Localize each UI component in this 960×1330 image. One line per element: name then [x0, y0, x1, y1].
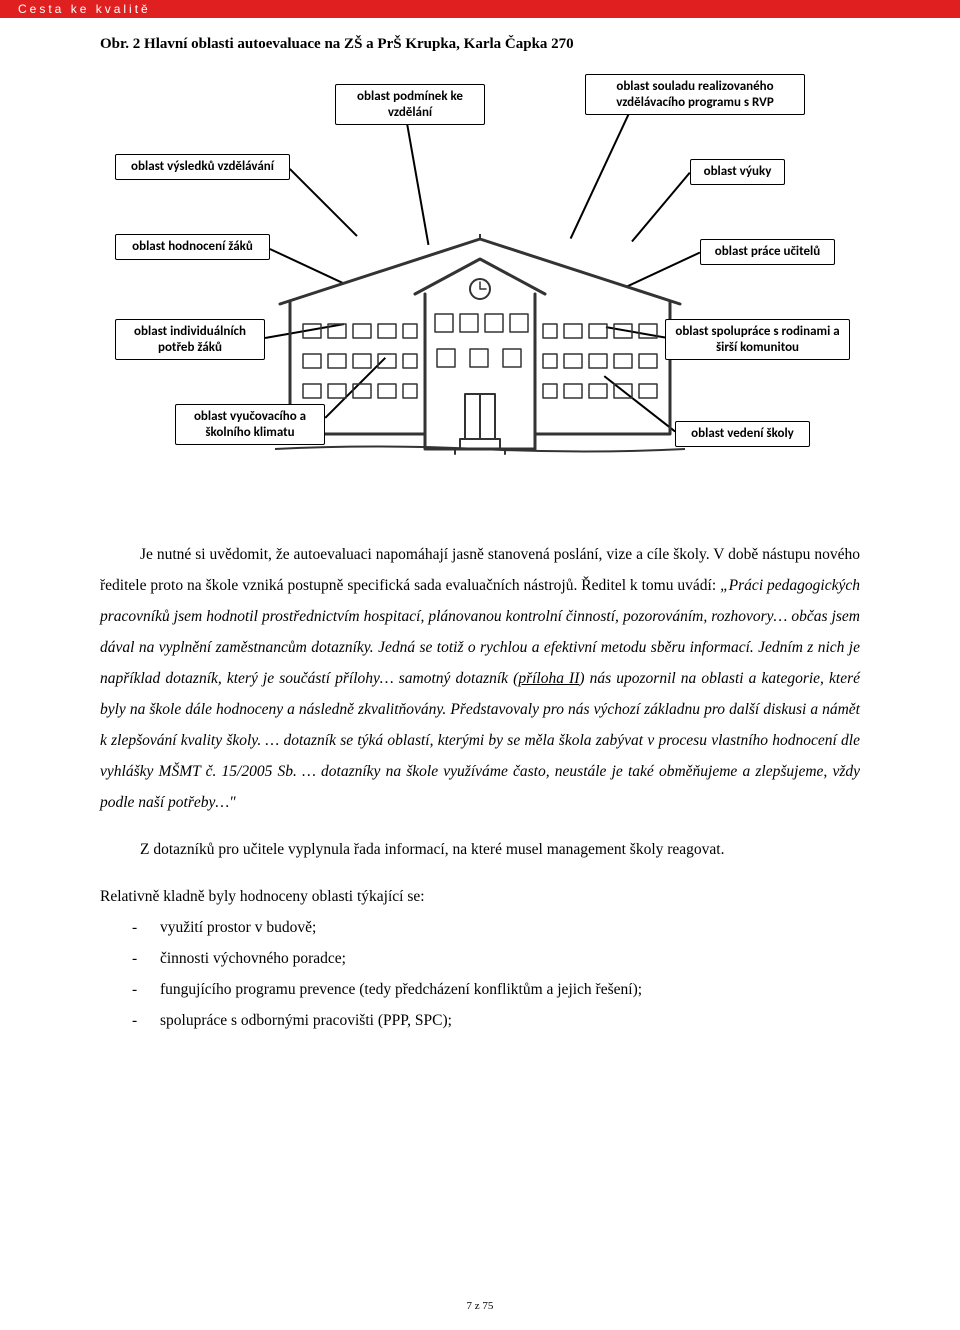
connector-line	[289, 168, 357, 236]
diagram-box: oblast podmínek ke vzdělání	[335, 84, 485, 125]
diagram: oblast podmínek ke vzdělání oblast soulad…	[100, 69, 860, 509]
diagram-box: oblast vyučovacího a školního klimatu	[175, 404, 325, 445]
diagram-box: oblast vedení školy	[675, 421, 810, 447]
content: Obr. 2 Hlavní oblasti autoevaluace na ZŠ…	[0, 18, 960, 1036]
diagram-box: oblast výuky	[690, 159, 785, 185]
list-item: spolupráce s odbornými pracovišti (PPP, …	[160, 1005, 860, 1036]
diagram-box: oblast individuálních potřeb žáků	[115, 319, 265, 360]
diagram-box: oblast hodnocení žáků	[115, 234, 270, 260]
connector-line	[406, 122, 429, 245]
para1-quote-b: ) nás upozornil na oblasti a kategorie, …	[100, 670, 860, 811]
connector-line	[570, 111, 631, 239]
header-bar: Cesta ke kvalitě	[0, 0, 960, 18]
list-item: využití prostor v budově;	[160, 912, 860, 943]
diagram-box: oblast souladu realizovaného vzdělávacíh…	[585, 74, 805, 115]
para1-priloha: příloha II	[518, 670, 579, 687]
connector-line	[632, 172, 691, 242]
list-item: fungujícího programu prevence (tedy před…	[160, 974, 860, 1005]
diagram-box: oblast výsledků vzdělávání	[115, 154, 290, 180]
figure-title: Obr. 2 Hlavní oblasti autoevaluace na ZŠ…	[100, 36, 860, 53]
school-building-icon	[275, 234, 685, 464]
paragraph-1: Je nutné si uvědomit, že autoevaluaci na…	[100, 539, 860, 818]
page-number: 7 z 75	[0, 1300, 960, 1312]
paragraph-2: Z dotazníků pro učitele vyplynula řada i…	[100, 834, 860, 865]
list-item: činnosti výchovného poradce;	[160, 943, 860, 974]
paragraph-3: Relativně kladně byly hodnoceny oblasti …	[100, 881, 860, 912]
para2-text: Z dotazníků pro učitele vyplynula řada i…	[140, 841, 725, 858]
bullet-list: využití prostor v budově; činnosti výcho…	[100, 912, 860, 1036]
para3-text: Relativně kladně byly hodnoceny oblasti …	[100, 888, 425, 905]
diagram-box: oblast spolupráce s rodinami a širší kom…	[665, 319, 850, 360]
header-text: Cesta ke kvalitě	[18, 0, 151, 18]
diagram-box: oblast práce učitelů	[700, 239, 835, 265]
